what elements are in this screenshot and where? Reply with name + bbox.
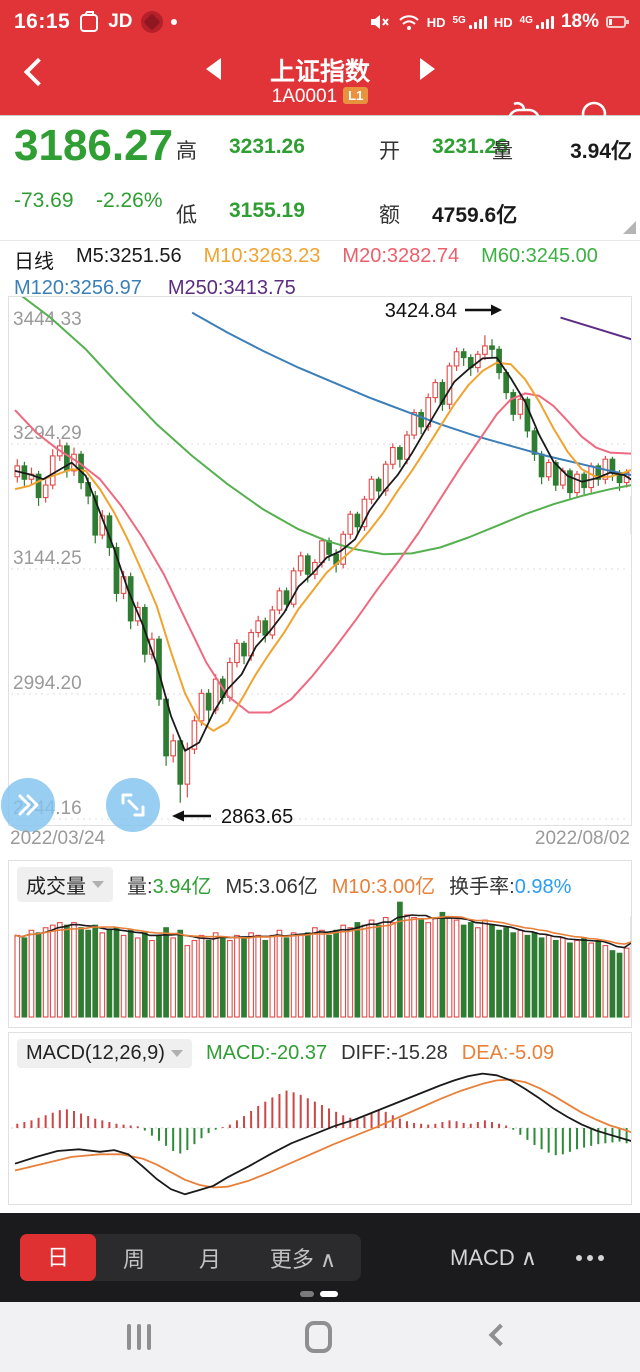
volume-indicator-selector[interactable]: 成交量	[17, 867, 113, 902]
vol-value: 3.94亿	[152, 876, 212, 898]
svg-text:2994.20: 2994.20	[13, 673, 82, 694]
turnover-value: 0.98%	[514, 876, 572, 898]
page-title: 上证指数	[269, 58, 370, 86]
ma120-legend: M120:3256.97	[14, 277, 142, 299]
battery-icon	[606, 16, 629, 28]
ma5-legend: M5:3251.56	[76, 245, 182, 267]
svg-text:3144.25: 3144.25	[13, 548, 82, 569]
prev-stock-button[interactable]	[206, 58, 221, 80]
more-options-button[interactable]	[576, 1234, 604, 1281]
app-badge-icon	[140, 11, 163, 33]
price-chart-panel[interactable]: 3444.333294.293144.252994.202844.163424.…	[8, 296, 632, 826]
timeframe-tabs: 日 周 月 更多 ∧	[20, 1234, 361, 1281]
clipboard-icon	[80, 11, 99, 32]
volume-chart[interactable]	[9, 861, 631, 1027]
hd-label-2: HD	[493, 14, 513, 30]
turnover-label: 换手率:	[449, 876, 515, 898]
quote-block: 3186.27 -73.69 -2.26% 高 3231.26 开 3231.2…	[0, 117, 640, 239]
tab-daily[interactable]: 日	[20, 1234, 96, 1281]
vol-m10: M10:3.00亿	[331, 876, 436, 898]
caret-down-icon	[170, 1050, 183, 1057]
start-date: 2022/03/24	[10, 828, 106, 849]
macd-panel[interactable]: MACD(12,26,9) MACD:-20.37 DIFF:-15.28 DE…	[8, 1032, 632, 1205]
svg-text:3444.33: 3444.33	[13, 309, 82, 330]
status-bar: 16:15 JD HD 5G HD 4G	[0, 0, 640, 44]
indicator-switcher[interactable]: MACD ∧	[450, 1245, 537, 1270]
high-label: 高	[176, 140, 197, 163]
page-indicator-dot-active	[320, 1291, 338, 1297]
fullscreen-button[interactable]	[106, 778, 160, 832]
price-change-pct: -2.26%	[96, 189, 163, 212]
vol-m5: M5:3.06亿	[225, 876, 318, 898]
tab-more[interactable]: 更多 ∧	[269, 1246, 337, 1272]
signal-bars-icon-2	[535, 15, 554, 29]
end-date: 2022/08/02	[534, 828, 630, 849]
wifi-icon	[399, 14, 419, 30]
network-4g-label: 4G	[519, 15, 533, 26]
system-nav-bar	[0, 1302, 640, 1372]
ma10-legend: M10:3263.23	[203, 245, 321, 267]
svg-text:2863.65: 2863.65	[221, 806, 293, 825]
macd-indicator-name: MACD(12,26,9)	[26, 1042, 165, 1064]
clock: 16:15	[14, 10, 71, 33]
last-price: 3186.27	[14, 121, 174, 170]
tab-weekly[interactable]: 周	[122, 1246, 145, 1272]
recents-button[interactable]	[127, 1324, 151, 1350]
caret-down-icon	[92, 881, 104, 888]
macd-value: MACD:-20.37	[205, 1042, 328, 1064]
diff-value: DIFF:-15.28	[341, 1042, 448, 1064]
volume-panel[interactable]: 成交量 量:3.94亿 M5:3.06亿 M10:3.00亿 换手率:0.98%	[8, 860, 632, 1028]
next-stock-button[interactable]	[420, 58, 435, 80]
high-value: 3231.26	[229, 135, 305, 158]
amount-value: 4759.6亿	[432, 204, 518, 227]
hd-label: HD	[426, 14, 446, 30]
low-value: 3155.19	[229, 199, 305, 222]
volume-indicator-name: 成交量	[26, 876, 86, 898]
home-button[interactable]	[305, 1321, 332, 1353]
app-header: 上证指数 1A0001 L1	[0, 44, 640, 134]
price-change: -73.69	[14, 189, 74, 212]
volume-value: 3.94亿	[570, 140, 632, 163]
level-badge: L1	[343, 87, 369, 104]
network-5g-label: 5G	[452, 15, 466, 26]
notification-dot-icon	[170, 19, 177, 25]
macd-chart[interactable]	[9, 1033, 631, 1204]
macd-indicator-selector[interactable]: MACD(12,26,9)	[17, 1039, 192, 1068]
candlestick-chart[interactable]: 3444.333294.293144.252994.202844.163424.…	[9, 297, 631, 825]
amount-label: 额	[379, 204, 400, 227]
signal-bars-icon	[468, 15, 487, 29]
ma60-legend: M60:3245.00	[481, 245, 598, 267]
stock-code-text: 1A0001	[271, 86, 338, 107]
fast-scroll-button[interactable]	[1, 778, 55, 832]
divider	[0, 240, 640, 241]
volume-label: 量	[492, 140, 513, 163]
ma-legend: 日线 M5:3251.56 M10:3263.23 M20:3282.74 M6…	[14, 245, 634, 300]
vol-label: 量:	[127, 876, 153, 898]
svg-text:3294.29: 3294.29	[13, 423, 82, 444]
open-value: 3231.26	[432, 135, 508, 158]
stock-code: 1A0001 L1	[0, 86, 640, 108]
battery-percent: 18%	[560, 11, 599, 32]
open-label: 开	[379, 140, 400, 163]
carrier-label: JD	[108, 11, 133, 32]
nav-back-button[interactable]	[488, 1323, 512, 1347]
period-label: 日线	[14, 251, 54, 273]
volume-readout: 量:3.94亿 M5:3.06亿 M10:3.00亿 换手率:0.98%	[127, 870, 571, 899]
low-label: 低	[176, 204, 197, 227]
svg-text:3424.84: 3424.84	[385, 300, 457, 322]
expand-corner-icon[interactable]	[623, 221, 636, 234]
chart-toolbar: 日 周 月 更多 ∧ MACD ∧	[0, 1213, 640, 1302]
ma250-legend: M250:3413.75	[167, 277, 296, 299]
ma20-legend: M20:3282.74	[342, 245, 460, 267]
dea-value: DEA:-5.09	[461, 1042, 555, 1064]
page-indicator-dot	[300, 1291, 314, 1297]
mute-icon	[370, 15, 389, 29]
tab-monthly[interactable]: 月	[198, 1246, 221, 1272]
